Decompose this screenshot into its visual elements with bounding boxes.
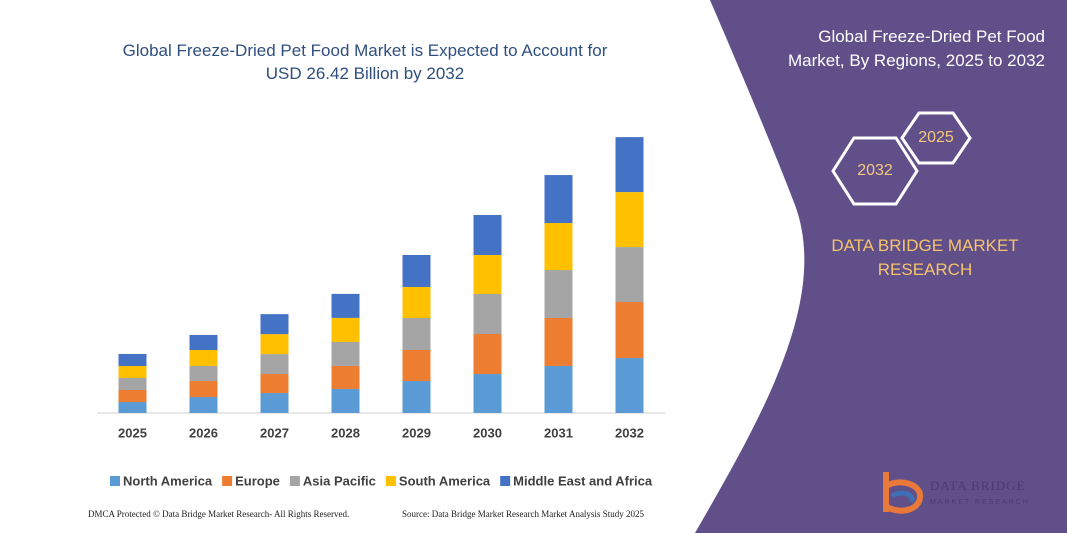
bar-segment <box>544 175 573 224</box>
legend-label: South America <box>399 473 491 488</box>
x-tick-label: 2030 <box>473 425 502 440</box>
bar-segment <box>473 374 502 413</box>
x-tick-label: 2027 <box>260 425 289 440</box>
legend-label: Asia Pacific <box>303 473 376 488</box>
bar-segment <box>189 334 218 350</box>
footer-right: Source: Data Bridge Market Research Mark… <box>402 509 644 519</box>
legend-label: North America <box>123 473 213 488</box>
bar-segment <box>544 223 573 271</box>
bar-segment <box>615 137 644 193</box>
bar-segment <box>260 354 289 375</box>
legend-swatch <box>385 476 396 486</box>
legend-swatch <box>110 476 120 486</box>
bar-segment <box>331 388 360 413</box>
hexagon-label: 2025 <box>918 129 954 146</box>
bar-segment <box>189 365 218 382</box>
bar-segment <box>473 293 502 334</box>
bar-segment <box>402 318 431 350</box>
bar-segment <box>615 247 644 303</box>
bar-segment <box>118 365 147 378</box>
x-tick-label: 2025 <box>118 425 147 440</box>
x-tick-label: 2029 <box>402 425 431 440</box>
logo-name: DATA BRIDGE <box>930 478 1026 493</box>
bar-segment <box>473 254 502 294</box>
bar-segment <box>331 293 360 318</box>
bar-segment <box>615 192 644 248</box>
legend-swatch <box>289 476 300 486</box>
bar-segment <box>189 349 218 366</box>
hexagon <box>900 111 972 165</box>
bar-segment <box>615 302 644 359</box>
bar-segment <box>544 270 573 319</box>
side-panel <box>695 0 1067 533</box>
bar-segment <box>402 254 431 287</box>
x-tick-label: 2032 <box>615 425 644 440</box>
bar-segment <box>118 390 147 403</box>
logo-tagline: MARKET RESEARCH <box>930 499 1030 506</box>
brand: DATA BRIDGE MARKET RESEARCH <box>831 236 1019 279</box>
chart-title: Global Freeze-Dried Pet Food Market is E… <box>122 41 608 83</box>
bar-segment <box>260 393 289 413</box>
legend-swatch <box>500 476 511 486</box>
logo-icon <box>883 472 923 514</box>
bar-segment <box>402 349 431 382</box>
legend-label: Middle East and Africa <box>513 473 653 488</box>
x-tick-label: 2031 <box>544 425 573 440</box>
logo-icon <box>890 490 915 503</box>
bar-segment <box>260 374 289 394</box>
bar-segment <box>260 334 289 355</box>
bar-segment <box>331 341 360 366</box>
panel-title: Global Freeze-Dried Pet Food Market, By … <box>787 27 1045 70</box>
x-tick-label: 2028 <box>331 425 360 440</box>
bar-segment <box>402 286 431 319</box>
bar-segment <box>402 381 431 413</box>
hexagon <box>831 136 919 206</box>
legend-label: Europe <box>235 473 280 488</box>
hexagon-label: 2032 <box>857 162 893 179</box>
bar-segment <box>118 353 147 366</box>
bar-segment <box>260 314 289 335</box>
bar-segment <box>331 317 360 342</box>
bar-segment <box>118 402 147 413</box>
footer-left: DMCA Protected © Data Bridge Market Rese… <box>88 509 349 519</box>
bar-segment <box>615 358 644 413</box>
bar-segment <box>331 365 360 389</box>
bar-segment <box>118 377 147 391</box>
bar-segment <box>544 365 573 413</box>
bar-segment <box>473 214 502 255</box>
bar-segment <box>473 333 502 375</box>
bar-segment <box>189 381 218 398</box>
bar-segment <box>544 318 573 366</box>
x-tick-label: 2026 <box>189 425 218 440</box>
bar-segment <box>189 397 218 413</box>
legend-swatch <box>222 476 233 486</box>
